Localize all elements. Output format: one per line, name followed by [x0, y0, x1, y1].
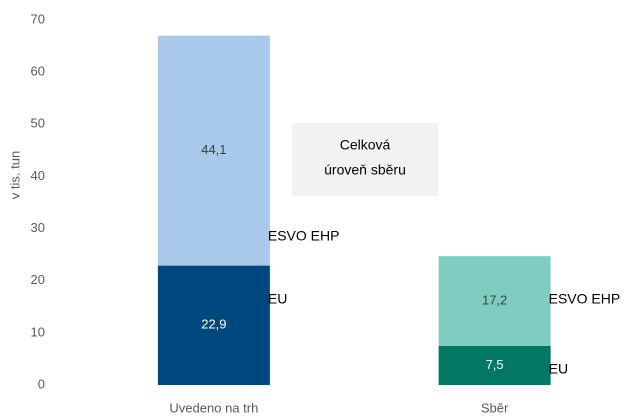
y-tick-label: 30	[31, 220, 45, 235]
y-tick-label: 50	[31, 116, 45, 131]
annotation: Celková	[340, 137, 391, 153]
bar-segment	[157, 35, 270, 266]
annotation-box	[292, 123, 438, 196]
segment-name: EU	[549, 361, 568, 377]
segment-name: EU	[268, 291, 287, 307]
y-tick-label: 60	[31, 64, 45, 79]
data-label: 22,9	[201, 317, 226, 332]
bar-segment	[157, 265, 270, 385]
y-tick-label: 10	[31, 324, 45, 339]
y-tick-label: 70	[31, 11, 45, 26]
x-tick-label: Sběr	[481, 400, 509, 415]
bar-segment	[438, 256, 551, 346]
data-label: 17,2	[482, 292, 507, 307]
y-tick-label: 20	[31, 272, 45, 287]
bar-segment	[438, 345, 551, 385]
data-label: 44,1	[201, 142, 226, 157]
y-axis-label: v tis. tun	[7, 151, 22, 199]
data-label: 7,5	[486, 357, 504, 372]
segment-name: ESVO EHP	[268, 228, 340, 244]
annotation: úroveň sběru	[324, 162, 406, 178]
segment-name: ESVO EHP	[549, 291, 621, 307]
x-tick-label: Uvedeno na trh	[169, 400, 258, 415]
y-tick-label: 0	[38, 376, 45, 391]
y-tick-label: 40	[31, 168, 45, 183]
